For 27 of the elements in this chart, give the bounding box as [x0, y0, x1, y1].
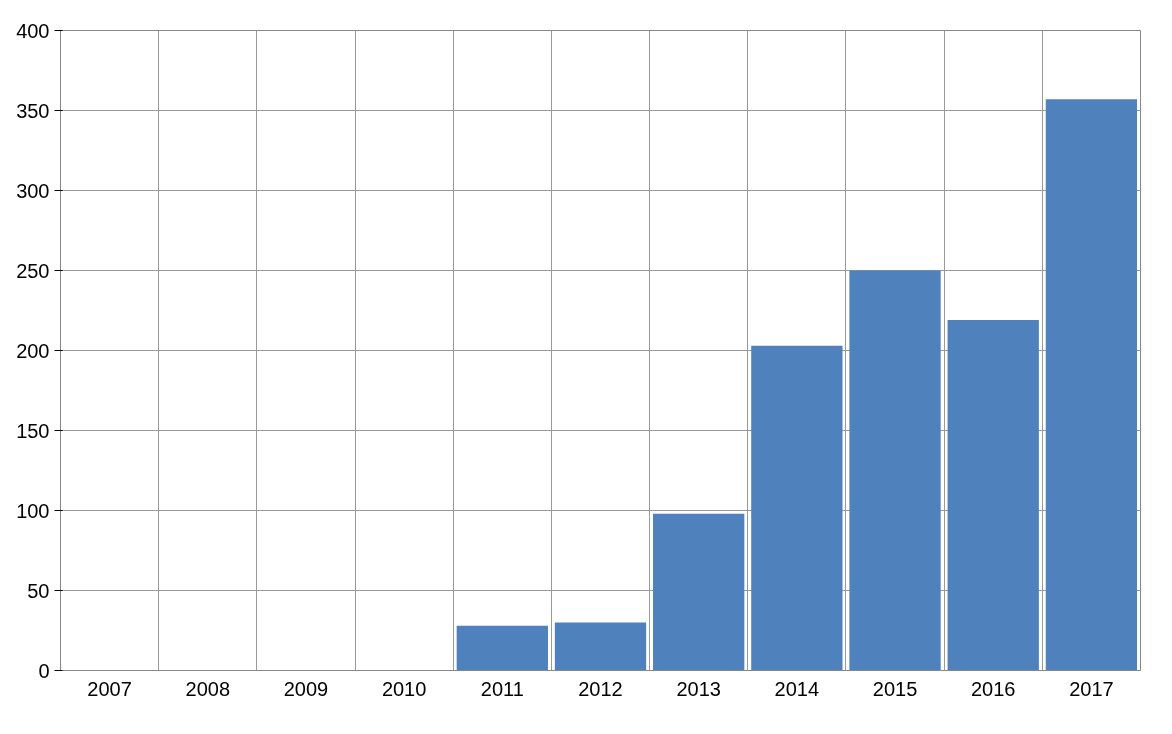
x-tick-label: 2015	[872, 677, 918, 700]
x-tick-label: 2017	[1069, 677, 1114, 700]
y-tick-label: 350	[16, 99, 50, 122]
y-tick-label: 200	[16, 339, 50, 362]
x-tick-label: 2008	[185, 677, 231, 700]
bar	[1045, 99, 1138, 671]
x-tick-label: 2007	[87, 677, 132, 700]
y-tick-label: 400	[16, 19, 50, 42]
x-tick-label: 2014	[774, 677, 820, 700]
y-tick-label: 100	[16, 499, 50, 522]
y-tick-label: 50	[27, 579, 50, 602]
bar	[947, 320, 1039, 671]
x-tick-label: 2010	[381, 677, 427, 700]
x-tick-label: 2012	[578, 677, 623, 700]
x-tick-label: 2013	[676, 677, 721, 700]
y-tick-label: 300	[16, 179, 50, 202]
y-tick-label: 150	[16, 419, 50, 442]
x-tick-label: 2009	[283, 677, 329, 700]
y-tick-label: 0	[38, 659, 50, 682]
bar	[751, 345, 843, 671]
bar	[849, 270, 941, 671]
x-tick-label: 2011	[480, 677, 524, 700]
bar	[554, 622, 647, 671]
bar	[653, 513, 745, 671]
x-tick-label: 2016	[970, 677, 1016, 700]
bar	[456, 625, 548, 671]
y-tick-label: 250	[16, 259, 50, 282]
